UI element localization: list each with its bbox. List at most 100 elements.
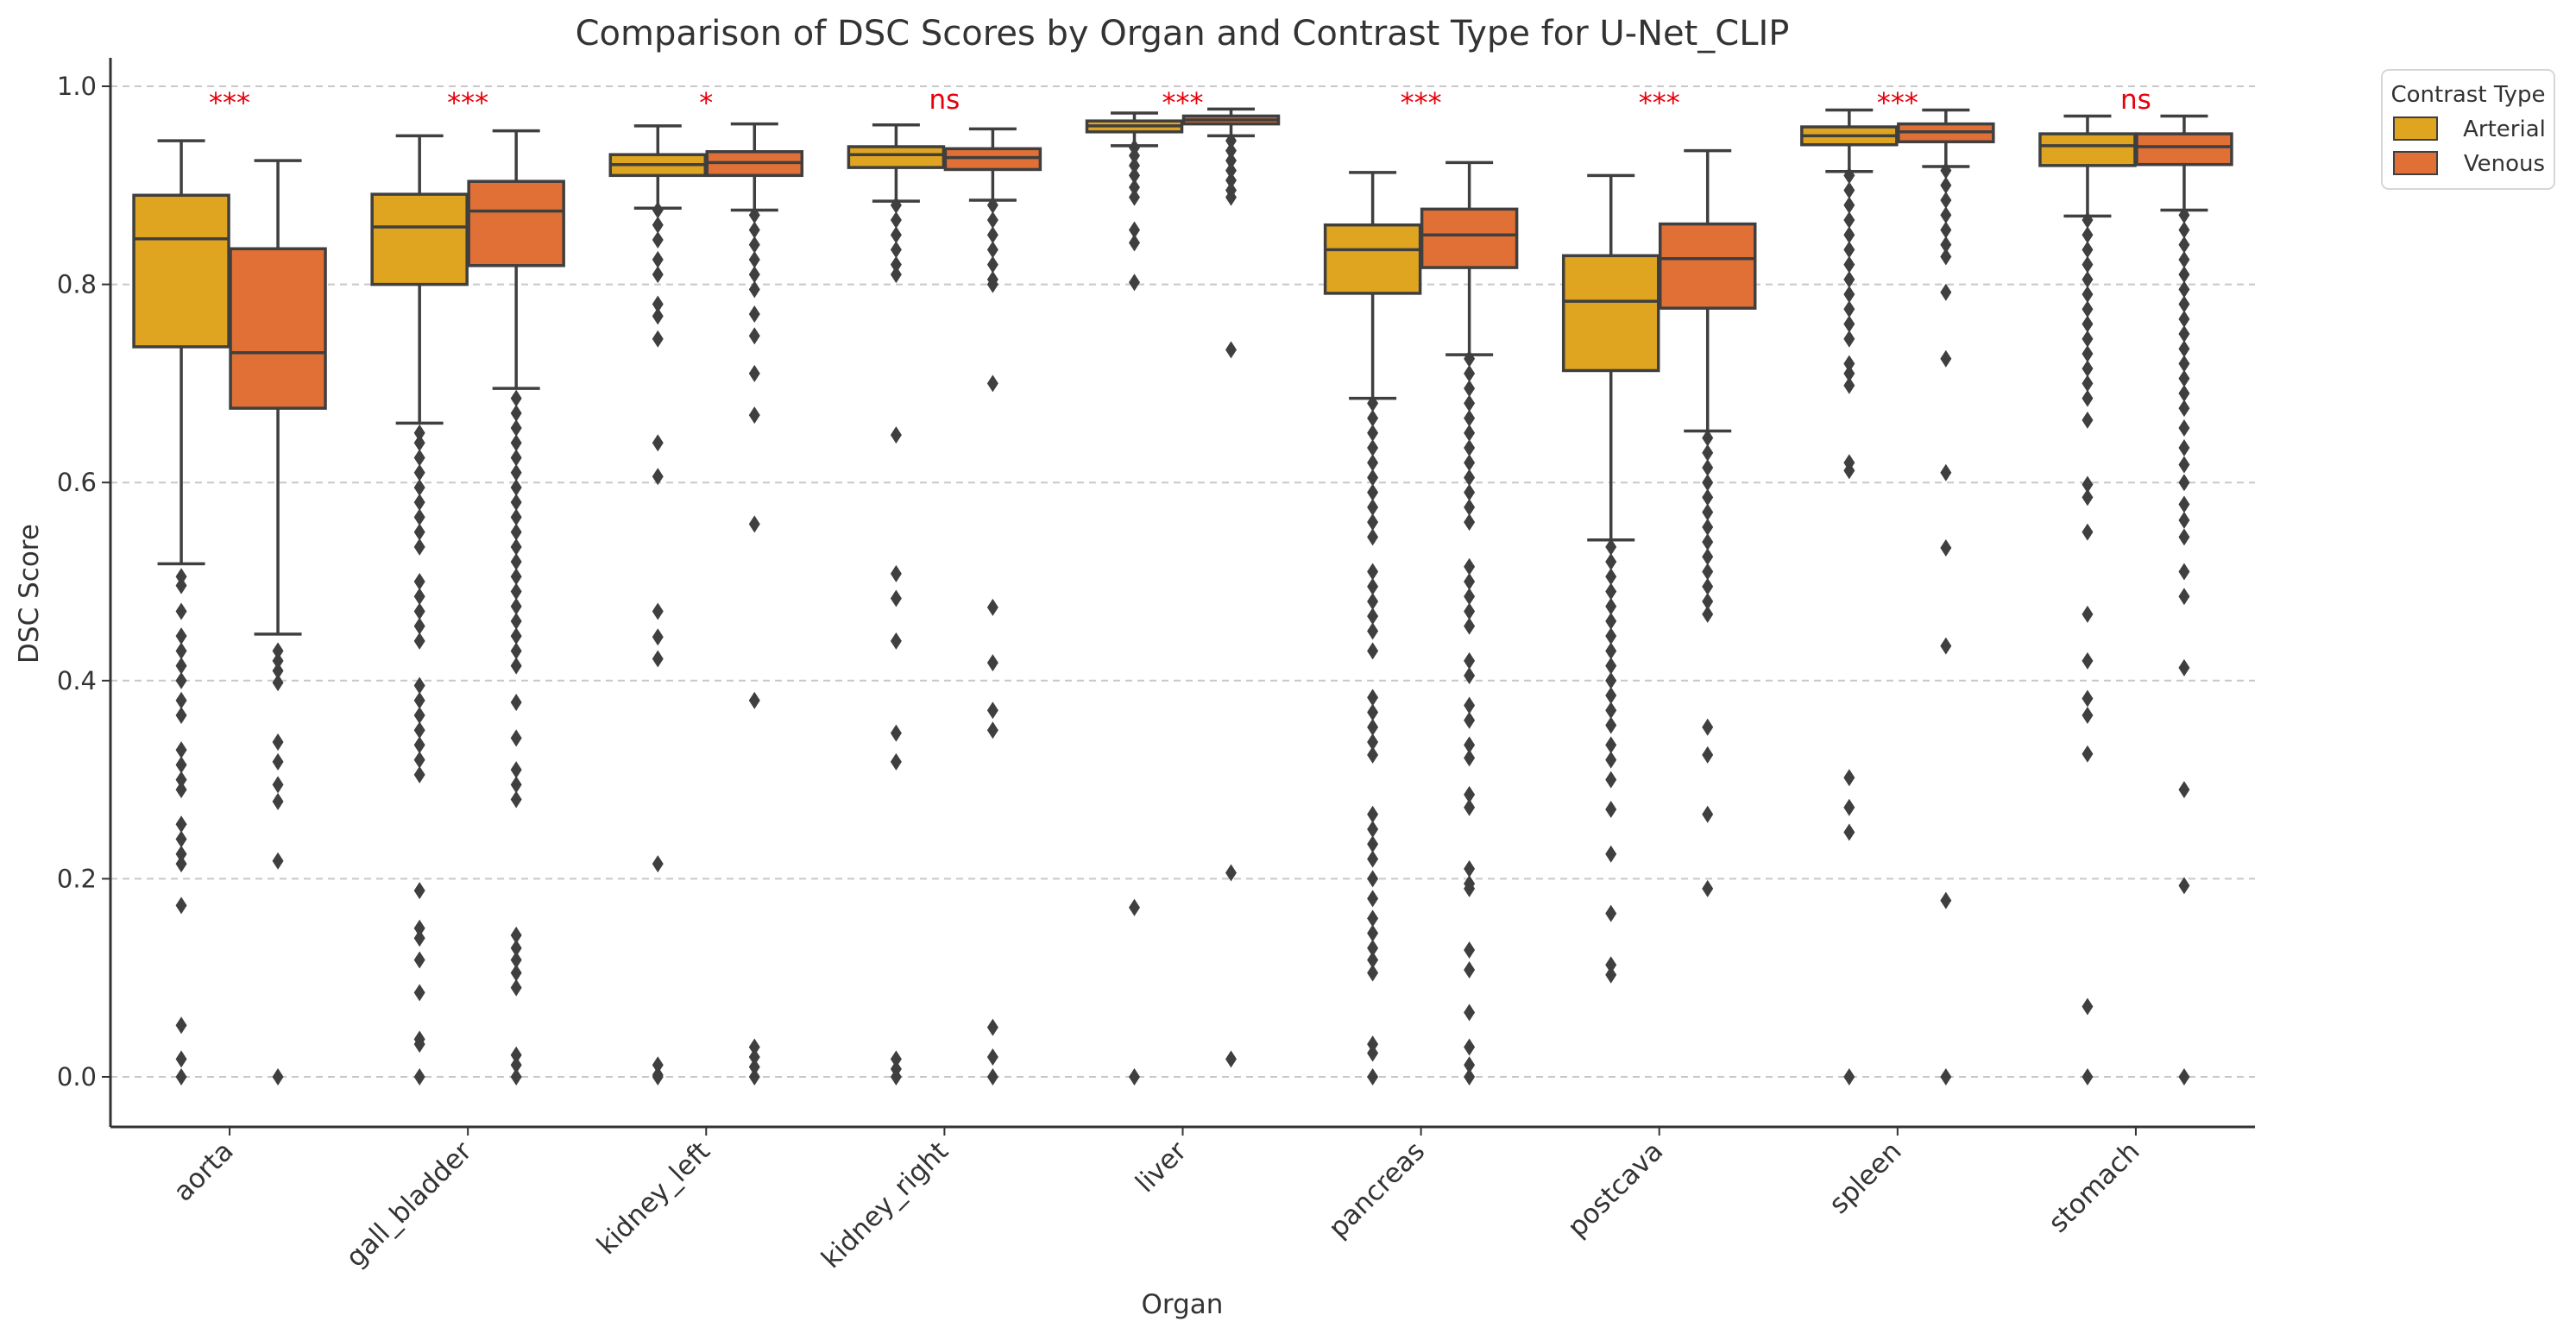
outlier-point bbox=[413, 463, 425, 481]
outlier-point bbox=[413, 929, 425, 947]
outlier-point bbox=[652, 330, 664, 348]
outlier-point bbox=[1367, 483, 1379, 501]
outlier-point bbox=[1464, 1004, 1476, 1022]
box-arterial-gall_bladder bbox=[370, 134, 469, 1085]
outlier-point bbox=[2178, 369, 2190, 387]
x-tick-label: gall_bladder bbox=[340, 1136, 478, 1274]
outlier-point bbox=[2178, 280, 2190, 299]
outlier-point bbox=[1367, 703, 1379, 721]
x-tick-label: liver bbox=[1130, 1136, 1193, 1199]
x-tick-label: postcava bbox=[1562, 1136, 1670, 1243]
outlier-point bbox=[1367, 642, 1379, 660]
outlier-point bbox=[1843, 823, 1855, 841]
outlier-point bbox=[1605, 716, 1617, 734]
outlier-point bbox=[1702, 805, 1714, 823]
outlier-point bbox=[413, 538, 425, 556]
outlier-point bbox=[2082, 1068, 2094, 1085]
outlier-point bbox=[1367, 454, 1379, 472]
outlier-point bbox=[272, 674, 284, 692]
iqr-box bbox=[229, 247, 327, 410]
outlier-point bbox=[986, 1068, 998, 1085]
outlier-point bbox=[1367, 439, 1379, 457]
outlier-point bbox=[1367, 821, 1379, 838]
box-arterial-kidney_left bbox=[608, 124, 708, 1085]
outlier-point bbox=[1605, 568, 1617, 586]
outlier-point bbox=[1843, 798, 1855, 816]
outlier-point bbox=[1702, 488, 1714, 507]
outlier-point bbox=[2178, 236, 2190, 254]
outlier-point bbox=[1367, 718, 1379, 736]
outlier-point bbox=[2178, 495, 2190, 513]
outlier-point bbox=[1464, 573, 1476, 590]
outlier-point bbox=[272, 662, 284, 680]
outlier-point bbox=[1367, 951, 1379, 969]
outlier-point bbox=[510, 951, 522, 969]
outlier-point bbox=[1702, 444, 1714, 462]
outlier-point bbox=[413, 984, 425, 1002]
outlier-point bbox=[510, 657, 522, 675]
significance-label: *** bbox=[1162, 86, 1204, 119]
outlier-point bbox=[510, 978, 522, 997]
outlier-point bbox=[510, 694, 522, 712]
outlier-point bbox=[890, 426, 902, 444]
outlier-point bbox=[890, 196, 902, 214]
outlier-point bbox=[1702, 563, 1714, 581]
outlier-point bbox=[748, 1068, 760, 1085]
outlier-point bbox=[413, 676, 425, 695]
outlier-point bbox=[1940, 192, 1952, 210]
outlier-point bbox=[1367, 409, 1379, 427]
outlier-point bbox=[2178, 1068, 2190, 1085]
significance-label: *** bbox=[1639, 86, 1680, 119]
outlier-point bbox=[1940, 176, 1952, 194]
significance-label: ns bbox=[929, 85, 960, 116]
outlier-point bbox=[890, 226, 902, 244]
outlier-point bbox=[986, 598, 998, 616]
outlier-point bbox=[652, 628, 664, 646]
outlier-point bbox=[1129, 221, 1140, 239]
outlier-point bbox=[2178, 588, 2190, 606]
outlier-point bbox=[1940, 463, 1952, 481]
outlier-point bbox=[2082, 997, 2094, 1016]
outlier-point bbox=[1464, 483, 1476, 501]
outlier-point bbox=[413, 1035, 425, 1054]
outlier-point bbox=[652, 230, 664, 249]
outlier-point bbox=[510, 776, 522, 794]
significance-label: *** bbox=[1401, 86, 1442, 119]
box-venous-aorta bbox=[229, 159, 327, 1085]
outlier-point bbox=[2178, 340, 2190, 358]
outlier-point bbox=[652, 201, 664, 219]
outlier-point bbox=[1464, 711, 1476, 729]
outlier-point bbox=[1605, 553, 1617, 571]
outlier-point bbox=[1464, 749, 1476, 767]
outlier-point bbox=[413, 617, 425, 635]
outlier-point bbox=[1843, 286, 1855, 304]
y-tick-label: 0.4 bbox=[57, 666, 97, 695]
outlier-point bbox=[1843, 300, 1855, 318]
outlier-point bbox=[510, 553, 522, 571]
x-tick-label: spleen bbox=[1823, 1136, 1908, 1220]
outlier-point bbox=[1464, 394, 1476, 412]
outlier-point bbox=[1843, 364, 1855, 382]
outlier-point bbox=[510, 1056, 522, 1074]
outlier-point bbox=[1367, 498, 1379, 516]
outlier-point bbox=[1367, 939, 1379, 957]
outlier-point bbox=[175, 576, 187, 595]
iqr-box bbox=[370, 192, 469, 286]
iqr-box bbox=[2135, 132, 2233, 167]
outlier-point bbox=[1367, 513, 1379, 532]
outlier-point bbox=[1129, 156, 1140, 174]
y-tick-label: 0.2 bbox=[57, 864, 97, 893]
outlier-point bbox=[986, 1018, 998, 1036]
outlier-point bbox=[1940, 349, 1952, 368]
outlier-point bbox=[510, 939, 522, 957]
outlier-point bbox=[175, 845, 187, 863]
outlier-point bbox=[413, 478, 425, 496]
x-tick-label: kidney_left bbox=[591, 1136, 716, 1261]
outlier-point bbox=[748, 1048, 760, 1067]
outlier-point bbox=[413, 765, 425, 783]
outlier-point bbox=[1367, 924, 1379, 942]
outlier-point bbox=[748, 221, 760, 239]
outlier-point bbox=[2178, 456, 2190, 474]
outlier-point bbox=[1464, 424, 1476, 442]
outlier-point bbox=[272, 752, 284, 771]
